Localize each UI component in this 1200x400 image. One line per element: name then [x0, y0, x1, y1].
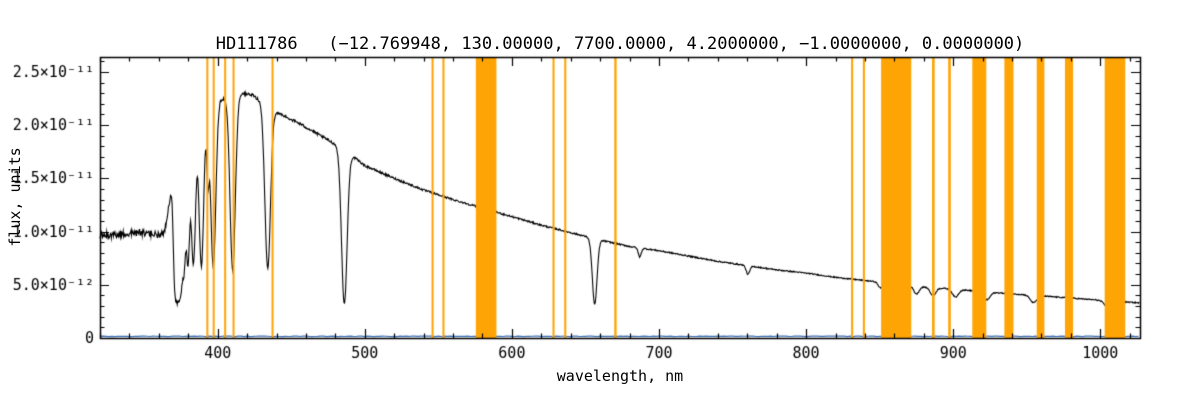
- chart-title: HD111786 (−12.769948, 130.00000, 7700.00…: [215, 34, 1025, 54]
- x-axis-label: wavelength, nm: [556, 367, 684, 385]
- y-axis-label: flux, units: [6, 147, 24, 247]
